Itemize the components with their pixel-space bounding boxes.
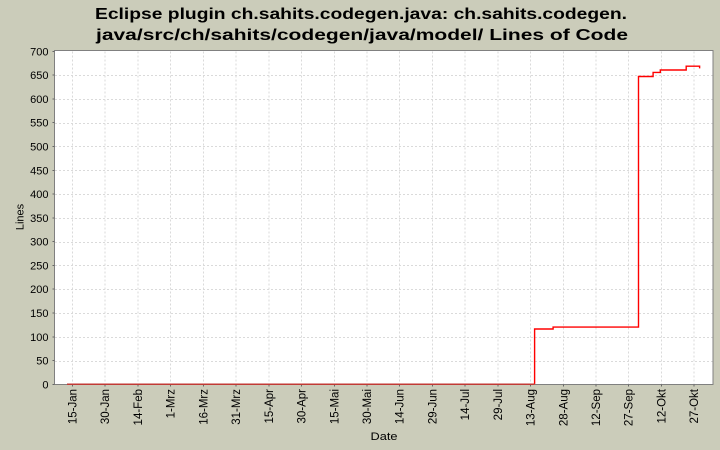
svg-text:15-Jan: 15-Jan <box>68 389 80 424</box>
svg-text:29-Jul: 29-Jul <box>493 389 505 420</box>
svg-text:550: 550 <box>30 118 48 130</box>
svg-text:27-Okt: 27-Okt <box>689 388 701 423</box>
svg-text:Date: Date <box>371 431 398 443</box>
svg-text:Lines: Lines <box>15 203 27 230</box>
svg-text:350: 350 <box>30 213 48 225</box>
svg-text:15-Mai: 15-Mai <box>329 389 341 424</box>
svg-text:29-Jun: 29-Jun <box>427 389 439 424</box>
svg-text:31-Mrz: 31-Mrz <box>231 389 243 425</box>
svg-text:100: 100 <box>30 332 48 344</box>
svg-text:600: 600 <box>30 94 48 106</box>
svg-text:250: 250 <box>30 260 48 272</box>
svg-text:13-Aug: 13-Aug <box>526 389 538 426</box>
svg-text:15-Apr: 15-Apr <box>264 389 276 424</box>
svg-text:14-Jun: 14-Jun <box>395 389 407 424</box>
svg-text:300: 300 <box>30 237 48 249</box>
svg-text:16-Mrz: 16-Mrz <box>198 389 210 425</box>
svg-text:700: 700 <box>30 46 48 58</box>
svg-text:500: 500 <box>30 141 48 153</box>
svg-text:650: 650 <box>30 70 48 82</box>
svg-text:27-Sep: 27-Sep <box>624 389 636 426</box>
svg-text:28-Aug: 28-Aug <box>558 389 570 426</box>
svg-text:30-Mai: 30-Mai <box>362 389 374 424</box>
svg-text:30-Apr: 30-Apr <box>297 389 309 424</box>
svg-text:14-Jul: 14-Jul <box>460 389 472 420</box>
svg-text:12-Okt: 12-Okt <box>656 388 668 423</box>
svg-text:1-Mrz: 1-Mrz <box>166 389 178 419</box>
svg-text:400: 400 <box>30 189 48 201</box>
svg-text:14-Feb: 14-Feb <box>133 389 145 425</box>
svg-text:java/src/ch/sahits/codegen/jav: java/src/ch/sahits/codegen/java/model/ L… <box>95 27 628 44</box>
svg-text:200: 200 <box>30 284 48 296</box>
svg-text:50: 50 <box>36 356 48 368</box>
svg-text:150: 150 <box>30 308 48 320</box>
svg-text:Eclipse plugin ch.sahits.codeg: Eclipse plugin ch.sahits.codegen.java: c… <box>95 6 627 23</box>
svg-text:0: 0 <box>42 379 48 391</box>
svg-text:12-Sep: 12-Sep <box>591 389 603 426</box>
svg-text:450: 450 <box>30 165 48 177</box>
svg-text:30-Jan: 30-Jan <box>100 389 112 424</box>
